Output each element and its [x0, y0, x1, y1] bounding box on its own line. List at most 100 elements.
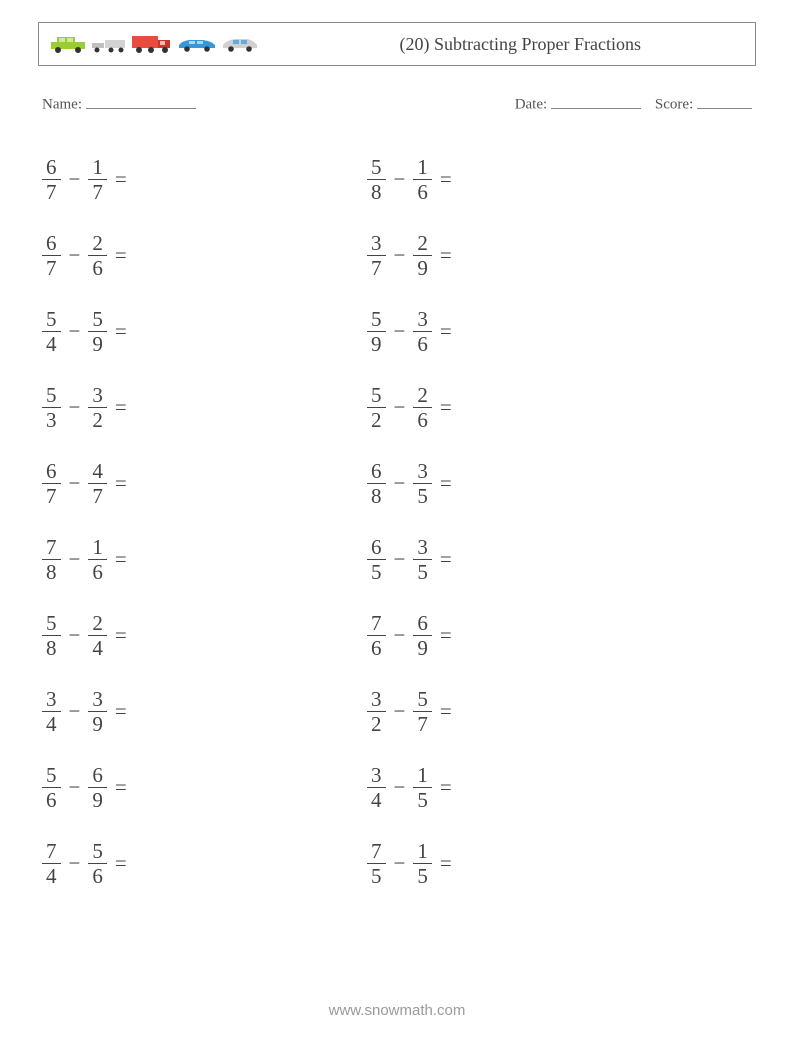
numerator: 7 — [42, 840, 61, 862]
denominator: 9 — [88, 333, 107, 355]
fraction-1: 65 — [367, 536, 386, 583]
problem: 53−32= — [42, 370, 367, 446]
problem: 67−17= — [42, 142, 367, 218]
equals-sign: = — [440, 471, 452, 496]
fraction-2: 59 — [88, 308, 107, 355]
problem: 67−26= — [42, 218, 367, 294]
denominator: 6 — [88, 257, 107, 279]
minus-sign: − — [69, 547, 81, 572]
minus-sign: − — [394, 547, 406, 572]
hatchback-icon — [221, 35, 259, 53]
denominator: 7 — [42, 257, 61, 279]
denominator: 6 — [88, 865, 107, 887]
numerator: 5 — [42, 612, 61, 634]
denominator: 5 — [413, 561, 432, 583]
fraction-2: 16 — [88, 536, 107, 583]
denominator: 8 — [42, 637, 61, 659]
problem: 34−15 = — [367, 750, 692, 826]
denominator: 7 — [413, 713, 432, 735]
fraction-1: 68 — [367, 460, 386, 507]
numerator: 5 — [413, 688, 432, 710]
denominator: 4 — [88, 637, 107, 659]
denominator: 7 — [88, 485, 107, 507]
minus-sign: − — [69, 167, 81, 192]
numerator: 1 — [413, 156, 432, 178]
minus-sign: − — [394, 471, 406, 496]
problem: 67−4 7 = — [42, 446, 367, 522]
denominator: 2 — [367, 713, 386, 735]
date-blank[interactable] — [551, 92, 641, 109]
numerator: 3 — [413, 308, 432, 330]
minus-sign: − — [394, 775, 406, 800]
denominator: 9 — [88, 713, 107, 735]
denominator: 4 — [367, 789, 386, 811]
problem: 68−35= — [367, 446, 692, 522]
fraction-2: 57 — [413, 688, 432, 735]
numerator: 5 — [42, 384, 61, 406]
equals-sign: = — [115, 471, 127, 496]
denominator: 6 — [413, 333, 432, 355]
equals-sign: = — [440, 851, 452, 876]
equals-sign: = — [440, 775, 452, 800]
equals-sign: = — [440, 167, 452, 192]
denominator: 7 — [42, 485, 61, 507]
problem: 37−29= — [367, 218, 692, 294]
problem: 78−16= — [42, 522, 367, 598]
equals-sign: = — [440, 395, 452, 420]
fraction-1: 67 — [42, 156, 61, 203]
info-line: Name: Date: Score: — [38, 92, 756, 114]
fraction-1: 58 — [42, 612, 61, 659]
numerator: 3 — [88, 384, 107, 406]
numerator: 3 — [88, 688, 107, 710]
sedan-icon — [177, 35, 217, 53]
fraction-1: 54 — [42, 308, 61, 355]
denominator: 4 — [42, 333, 61, 355]
problem: 75−15= — [367, 826, 692, 902]
denominator: 2 — [88, 409, 107, 431]
problems-column-2: 58−16=37−29=59−36=52−26=68−35=65−35=76−6… — [367, 142, 692, 902]
fraction-2: 17 — [88, 156, 107, 203]
minus-sign: − — [69, 471, 81, 496]
numerator: 6 — [42, 232, 61, 254]
fraction-2: 32 — [88, 384, 107, 431]
denominator: 9 — [413, 257, 432, 279]
numerator: 7 — [42, 536, 61, 558]
fraction-2: 29 — [413, 232, 432, 279]
fraction-2: 15 — [413, 840, 432, 887]
fraction-1: 74 — [42, 840, 61, 887]
equals-sign: = — [115, 623, 127, 648]
name-blank[interactable] — [86, 92, 196, 109]
problems-column-1: 67−17=67−26=54−59=53−32=67−47=78−16=58−2… — [42, 142, 367, 902]
footer-url: www.snowmath.com — [0, 1002, 794, 1019]
score-blank[interactable] — [697, 92, 752, 109]
car-icon — [49, 34, 87, 54]
fraction-2: 15 — [413, 764, 432, 811]
equals-sign: = — [115, 775, 127, 800]
numerator: 2 — [413, 232, 432, 254]
equals-sign: = — [440, 699, 452, 724]
minus-sign: − — [69, 851, 81, 876]
minus-sign: − — [69, 243, 81, 268]
vehicle-icons — [49, 33, 259, 55]
denominator: 5 — [413, 485, 432, 507]
minus-sign: − — [394, 395, 406, 420]
numerator: 4 — [88, 460, 107, 482]
problem: 59−36= — [367, 294, 692, 370]
denominator: 5 — [413, 789, 432, 811]
minus-sign: − — [394, 319, 406, 344]
fraction-1: 56 — [42, 764, 61, 811]
fraction-1: 34 — [367, 764, 386, 811]
equals-sign: = — [440, 547, 452, 572]
equals-sign: = — [115, 851, 127, 876]
problem: 76−69= — [367, 598, 692, 674]
denominator: 4 — [42, 713, 61, 735]
denominator: 7 — [88, 181, 107, 203]
fraction-2: 69 — [88, 764, 107, 811]
minus-sign: − — [69, 319, 81, 344]
denominator: 6 — [42, 789, 61, 811]
numerator: 7 — [367, 840, 386, 862]
fraction-1: 67 — [42, 460, 61, 507]
numerator: 6 — [88, 764, 107, 786]
fraction-2: 39 — [88, 688, 107, 735]
fraction-2: 26 — [413, 384, 432, 431]
